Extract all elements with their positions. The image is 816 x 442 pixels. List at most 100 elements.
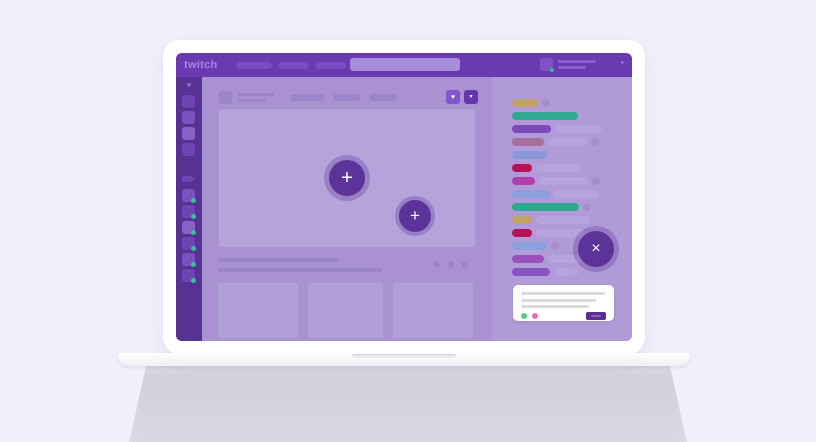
emote-icon[interactable]: [521, 312, 527, 319]
chat-username-pill: [512, 151, 547, 159]
sidebar-live-channel-avatar[interactable]: [182, 221, 196, 235]
sidebar-channel-avatar[interactable]: [182, 95, 195, 108]
sidebar-live-channel-avatar[interactable]: [182, 205, 196, 219]
sidebar-live-channel-avatar[interactable]: [182, 189, 196, 203]
chat-username-pill: [512, 177, 535, 185]
video-camera-icon[interactable]: [182, 176, 195, 182]
chat-message: [512, 151, 624, 159]
chat-emote-dot: [542, 99, 550, 107]
channel-tab[interactable]: [333, 93, 360, 101]
chat-text-pill: [536, 164, 582, 172]
chat-message: [512, 164, 624, 172]
chat-username-pill: [512, 216, 532, 224]
chat-message-list: [512, 99, 624, 281]
channel-avatar[interactable]: [219, 90, 232, 104]
live-status-dot: [191, 214, 196, 219]
chat-close-button[interactable]: ×: [573, 226, 619, 272]
chat-username-pill: [512, 255, 544, 263]
user-menu[interactable]: [540, 58, 596, 72]
video-thumbnail-card[interactable]: [218, 283, 298, 338]
top-nav-link[interactable]: [314, 61, 346, 69]
sidebar-live-channel-avatar[interactable]: [182, 269, 196, 283]
emote-buttons: [521, 312, 543, 319]
channel-title-placeholder: [238, 92, 274, 102]
chat-message: [512, 216, 624, 224]
chat-username-pill: [512, 242, 547, 250]
sidebar-live-channel-avatar[interactable]: [182, 237, 196, 251]
chat-text-pill: [548, 138, 587, 146]
main-content: ♥ ▾ + +: [202, 77, 492, 341]
video-thumbnail-card[interactable]: [308, 283, 383, 338]
menu-dot: [461, 261, 468, 268]
plus-icon: +: [329, 160, 365, 196]
emote-icon[interactable]: [532, 312, 538, 319]
twitch-app-window: twitch ▾ ♥: [176, 53, 632, 341]
chat-message: [512, 112, 624, 120]
user-name-placeholder: [558, 58, 596, 71]
composer-line: [521, 298, 596, 302]
channels-sidebar: ♥: [176, 77, 202, 341]
composer-text-placeholder: [521, 292, 606, 308]
top-nav-link[interactable]: [235, 61, 272, 69]
close-icon: ×: [578, 231, 614, 267]
chevron-down-icon[interactable]: ▾: [620, 60, 624, 67]
following-heart-icon[interactable]: ♥: [186, 80, 192, 90]
top-navigation-bar: twitch ▾: [176, 53, 632, 77]
video-thumbnails-row: [218, 283, 476, 338]
search-input[interactable]: [350, 58, 460, 71]
menu-dot: [447, 261, 454, 268]
chat-username-pill: [512, 268, 550, 276]
sidebar-channel-avatar[interactable]: [182, 127, 195, 140]
chat-username-pill: [512, 138, 544, 146]
sidebar-live-channel-avatar[interactable]: [182, 253, 196, 267]
chat-composer[interactable]: [513, 285, 614, 321]
composer-line: [521, 305, 589, 308]
user-avatar[interactable]: [540, 58, 554, 72]
chat-username-pill: [512, 203, 579, 211]
laptop-floor-shadow: [118, 362, 698, 442]
cards-add-button[interactable]: +: [395, 196, 435, 236]
chat-emote-dot: [551, 242, 559, 250]
plus-icon: +: [399, 200, 431, 232]
online-status-dot: [550, 68, 554, 72]
chat-message: [512, 268, 624, 276]
sidebar-channel-avatar[interactable]: [182, 111, 195, 124]
composer-toolbar: [521, 311, 606, 320]
twitch-logo[interactable]: twitch: [183, 58, 218, 71]
channel-tab[interactable]: [290, 93, 324, 101]
channel-tabs: [290, 93, 397, 101]
video-player[interactable]: +: [219, 109, 475, 247]
chat-message: [512, 190, 624, 198]
chat-emote-dot: [583, 203, 591, 211]
chat-text-pill: [536, 216, 590, 224]
live-status-dot: [191, 230, 196, 235]
chat-message: [512, 229, 624, 237]
chat-send-button[interactable]: [586, 311, 606, 320]
composer-line: [521, 292, 605, 295]
chat-text-pill: [548, 255, 582, 263]
live-status-dot: [191, 198, 196, 203]
subscribe-dropdown-button[interactable]: ▾: [464, 90, 478, 104]
more-options-dots[interactable]: [433, 261, 468, 268]
sidebar-channel-avatar[interactable]: [182, 143, 195, 156]
laptop-base: [118, 353, 690, 366]
menu-dot: [433, 261, 440, 268]
app-body: ♥ ♥ ▾: [176, 77, 632, 341]
chat-message: [512, 99, 624, 107]
chat-username-pill: [512, 125, 551, 133]
chat-text-pill: [555, 125, 602, 133]
chat-text-pill: [539, 177, 588, 185]
chat-username-pill: [512, 164, 532, 172]
top-nav-link[interactable]: [277, 61, 309, 69]
chat-emote-dot: [592, 177, 600, 185]
stream-description-placeholder: [218, 268, 382, 272]
chat-message: [512, 242, 624, 250]
chat-username-pill: [512, 229, 532, 237]
chat-panel: ×: [492, 77, 632, 341]
chat-text-pill: [554, 268, 578, 276]
follow-heart-button[interactable]: ♥: [446, 90, 460, 104]
channel-tab[interactable]: [369, 93, 397, 101]
video-thumbnail-card[interactable]: [393, 283, 473, 338]
player-add-button[interactable]: +: [324, 155, 370, 201]
